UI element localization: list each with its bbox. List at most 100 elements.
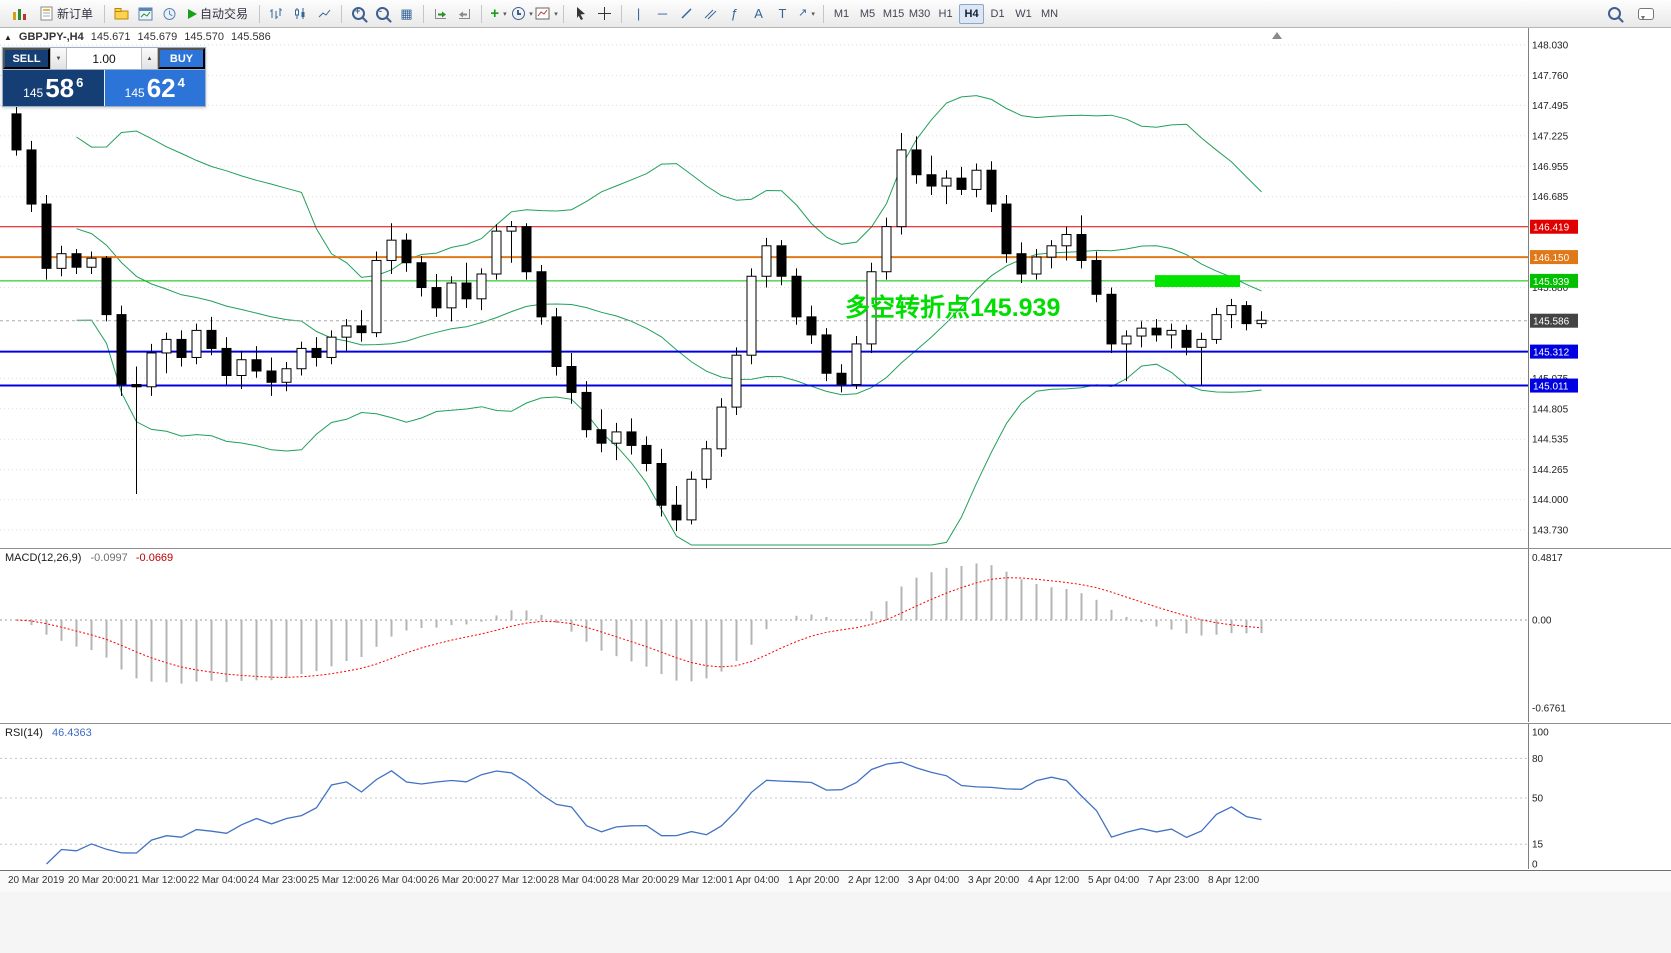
main-chart-pane[interactable]: 148.030 147.760 147.495 147.225 146.955 146.6… [0,28,1671,548]
crosshair-button[interactable] [593,3,616,25]
bull-candle [1226,305,1237,316]
zoom-in-button[interactable]: + [347,3,370,25]
bull-candle [326,336,337,358]
new-order-icon [40,6,53,21]
price-badge-label: 145.939 [1533,277,1570,288]
price-badge [1530,219,1578,234]
rsi-axis-label: 100 [1532,728,1549,739]
bull-candle [236,359,247,377]
volume-increase-button[interactable]: ▲ [141,48,158,69]
timeframe-m30-button[interactable]: M30 [907,4,932,24]
bull-candle [731,354,742,408]
bull-candle [1136,327,1147,337]
price-axis-label: 146.955 [1532,162,1569,173]
bear-candle [1151,327,1162,336]
rsi-name: RSI(14) [5,727,43,739]
timeframe-d1-button[interactable]: D1 [985,4,1010,24]
periods-button[interactable]: ▾ [511,3,534,25]
fibonacci-button[interactable]: ƒ [723,3,746,25]
bear-candle [836,372,847,386]
vertical-line-button[interactable]: | [627,3,650,25]
buy-price-display[interactable]: 145 62 4 [104,70,205,106]
time-axis-label: 3 Apr 04:00 [908,875,960,886]
time-axis-label: 5 Apr 04:00 [1088,875,1140,886]
chart-annotation-text[interactable]: 多空转折点145.939 [845,293,1060,322]
bull-candle [161,338,172,354]
chart-shift-button[interactable] [453,3,476,25]
candlestick-chart-button[interactable] [289,3,312,25]
price-axis-label: 144.535 [1532,435,1569,446]
macd-svg[interactable]: 0.4817 0.00 -0.6761 [0,549,1671,722]
ohlc-low: 145.570 [184,31,225,43]
feedback-button[interactable] [1634,3,1657,25]
text-tool-icon: A [754,6,763,21]
macd-name: MACD(12,26,9) [5,552,82,564]
new-order-button[interactable]: 新订单 [34,3,99,25]
collapse-panel-icon[interactable]: ▲ [4,32,12,42]
macd-label: MACD(12,26,9) -0.0997 -0.0669 [5,552,173,564]
sell-button[interactable]: SELL [3,48,50,69]
ohlc-high: 145.679 [137,31,178,43]
rsi-pane[interactable]: 100 80 50 15 0 RSI(14) 46.4363 [0,723,1671,870]
cursor-icon [577,7,586,20]
search-button[interactable] [1603,3,1626,25]
label-tool-button[interactable]: T [771,3,794,25]
timeframe-h1-button[interactable]: H1 [933,4,958,24]
chevron-down-icon: ▾ [811,10,815,18]
auto-scroll-button[interactable] [429,3,452,25]
text-tool-button[interactable]: A [747,3,770,25]
time-axis-label: 21 Mar 12:00 [128,875,187,886]
symbol-period-label: GBPJPY-,H4 [18,31,84,43]
timeframe-m15-button[interactable]: M15 [881,4,906,24]
time-axis-label: 28 Mar 04:00 [548,875,607,886]
highlight-rectangle[interactable] [1155,275,1240,287]
timeframe-w1-button[interactable]: W1 [1011,4,1036,24]
autotrading-button[interactable]: 自动交易 [182,3,254,25]
chart-shift-marker[interactable] [1272,32,1282,39]
profiles-folder-icon [114,7,129,19]
rsi-svg[interactable]: 100 80 50 15 0 [0,724,1671,869]
horizontal-line-button[interactable]: ─ [651,3,674,25]
profiles-button[interactable] [110,3,133,25]
zoom-in-icon: + [352,7,366,20]
timeframe-m5-button[interactable]: M5 [855,4,880,24]
time-axis-label: 8 Apr 12:00 [1208,875,1260,886]
volume-input[interactable] [67,48,141,69]
buy-button[interactable]: BUY [158,48,205,69]
timeframe-h4-button[interactable]: H4 [959,3,985,24]
line-chart-button[interactable] [313,3,336,25]
sell-price-display[interactable]: 145 58 6 [3,70,105,106]
bull-candle [716,406,727,450]
toolbar: 新订单 自动交易 [0,0,1671,28]
buy-price-prefix: 145 [124,85,145,100]
bear-candle [401,239,412,264]
indicators-plus-icon: + [490,5,500,22]
time-axis-label: 1 Apr 20:00 [788,875,840,886]
bull-candle [941,177,952,187]
bull-candle [506,226,517,232]
channel-button[interactable] [699,3,722,25]
price-badge [1530,313,1578,328]
bull-candle [1166,329,1177,336]
timeframe-mn-button[interactable]: MN [1037,4,1062,24]
bear-candle [101,257,112,316]
timeframe-m1-button[interactable]: M1 [829,4,854,24]
volume-decrease-button[interactable]: ▼ [50,48,67,69]
bull-candle [971,169,982,190]
bear-candle [1001,203,1012,255]
templates-button[interactable]: ▾ [535,3,558,25]
time-axis[interactable]: 20 Mar 2019 20 Mar 20:00 21 Mar 12:00 22 Ma… [0,870,1671,892]
macd-pane[interactable]: 0.4817 0.00 -0.6761 MACD(12,26,9) -0.0997 … [0,548,1671,723]
price-chart-svg[interactable]: 148.030 147.760 147.495 147.225 146.955 146.6… [0,28,1671,548]
indicators-button[interactable]: + ▾ [487,3,510,25]
horizontal-line-icon: ─ [657,6,668,21]
separator [563,4,565,23]
tile-windows-button[interactable]: ▦ [395,3,418,25]
charts-window-button[interactable] [134,3,157,25]
bars-chart-button[interactable] [265,3,288,25]
trendline-button[interactable] [675,3,698,25]
arrows-tool-button[interactable]: ↗ ▾ [795,3,818,25]
zoom-out-button[interactable]: - [371,3,394,25]
market-watch-button[interactable] [158,3,181,25]
cursor-button[interactable] [569,3,592,25]
